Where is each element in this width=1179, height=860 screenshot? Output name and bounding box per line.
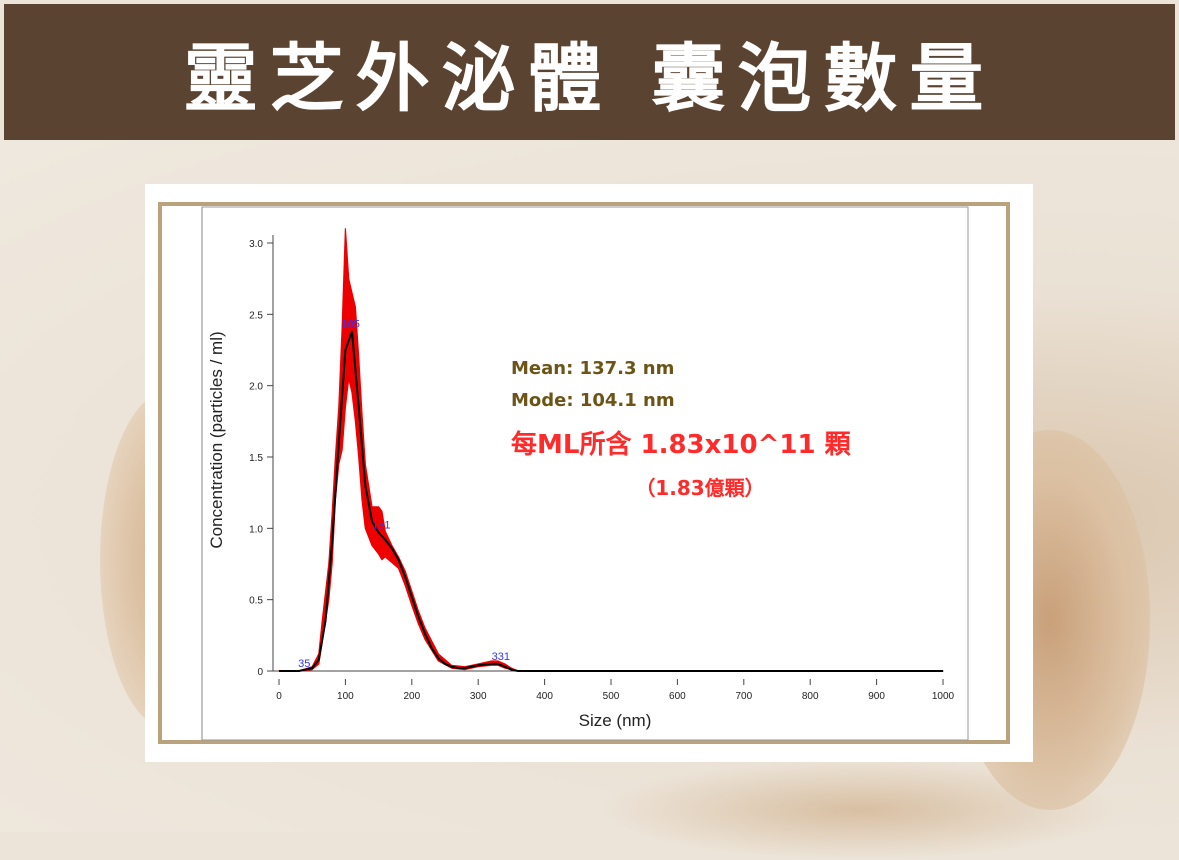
y-tick-label: 1.0 (249, 524, 263, 535)
chart-frame (158, 202, 1010, 744)
peak-labels: 35 105 151 331 (298, 318, 510, 670)
mean-curve (279, 330, 943, 672)
peak-label: 105 (342, 318, 360, 330)
page-title: 靈芝外泌體 囊泡數量 (183, 35, 996, 122)
peak-label: 151 (372, 520, 390, 532)
x-tick-label: 500 (603, 691, 620, 702)
x-tick-label: 100 (337, 691, 354, 702)
x-tick-label: 700 (735, 691, 752, 702)
y-tick-label: 0 (257, 667, 263, 678)
axes: 0 100 200 300 400 500 600 700 800 900 1000 0 0.5 1.0 1… (249, 235, 955, 702)
title-banner: 靈芝外泌體 囊泡數量 (4, 4, 1175, 140)
particle-count-sub-annotation: （1.83億顆） (635, 476, 764, 500)
nta-chart: 0 100 200 300 400 500 600 700 800 900 1000 0 0.5 1.0 1… (201, 206, 969, 741)
x-tick-label: 0 (276, 691, 282, 702)
x-axis-label: Size (nm) (579, 711, 652, 730)
x-tick-label: 600 (669, 691, 686, 702)
peak-label: 331 (492, 651, 510, 663)
mean-annotation: Mean: 137.3 nm (511, 358, 674, 379)
y-tick-label: 0.5 (249, 596, 263, 607)
peak-label: 35 (298, 658, 310, 670)
y-tick-label: 1.5 (249, 453, 263, 464)
mode-annotation: Mode: 104.1 nm (511, 390, 675, 411)
x-tick-label: 400 (536, 691, 553, 702)
y-tick-label: 3.0 (249, 239, 263, 250)
y-tick-label: 2.0 (249, 382, 263, 393)
particle-count-annotation: 每ML所含 1.83x10^11 顆 (511, 429, 852, 460)
x-tick-label: 1000 (932, 691, 955, 702)
mean-curve-group (279, 330, 943, 672)
x-tick-label: 200 (403, 691, 420, 702)
x-tick-label: 300 (470, 691, 487, 702)
x-tick-label: 800 (802, 691, 819, 702)
y-tick-label: 2.5 (249, 310, 263, 321)
x-tick-label: 900 (868, 691, 885, 702)
y-axis-label: Concentration (particles / ml) (207, 331, 226, 548)
